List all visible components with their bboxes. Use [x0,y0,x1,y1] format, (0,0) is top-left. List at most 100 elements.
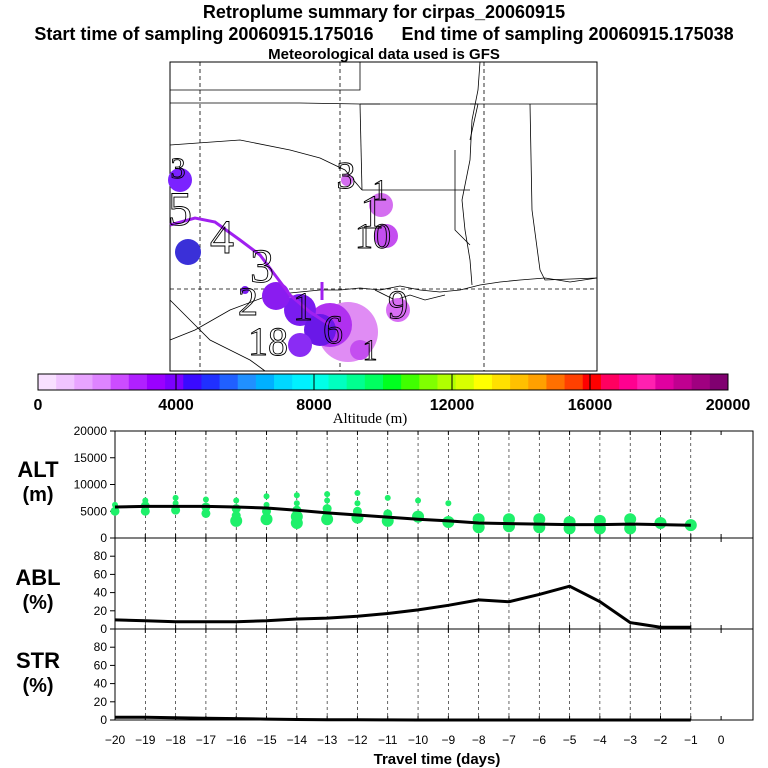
colorbar-cell [201,374,221,390]
plume-blob [374,224,398,248]
alt-cluster-point [445,500,452,507]
map-day-label: 1 [293,284,313,329]
x-tick-label: −14 [287,733,308,747]
plume-blob [386,298,410,322]
y-tick-label: 0 [100,713,107,727]
red-river [169,139,363,191]
plume-blob [369,193,393,217]
start-time-label: Start time of sampling 20060915.175016 [34,24,374,44]
colorbar-cell [546,374,566,390]
colorbar: 0 4000 8000 12000 16000 20000 Altitude (m) [34,373,751,427]
colorbar-xlabel: Altitude (m) [333,411,408,427]
map-day-label: 18 [248,319,288,364]
colorbar-cell [292,374,311,390]
alt-cluster-point [415,497,422,504]
x-tick-label: −7 [502,733,516,747]
alt-cluster-point [321,513,334,526]
abl-panel-label: ABL [15,565,60,590]
colorbar-cell [528,374,547,390]
colorbar-cell [146,374,166,390]
colorbar-cell [655,374,675,390]
colorbar-tick-label: 16000 [568,397,613,414]
y-tick-label: 0 [100,531,107,545]
x-tick-label: −10 [408,733,429,747]
alt-panel-label: ALT [17,457,59,482]
alt-cluster-point [384,494,391,501]
alt-cluster-point [263,493,270,500]
alt-cluster-point [263,501,270,508]
colorbar-cell [709,374,729,390]
colorbar-cell [437,374,457,390]
state-border-ok-ks [170,62,361,91]
colorbar-cell [346,374,366,390]
colorbar-cell [383,374,402,390]
colorbar-tick-label: 0 [34,397,43,414]
alt-cluster-point [654,517,667,530]
trajectory-line [169,216,331,327]
state-border-ms-al [529,103,541,271]
map-day-label: 9 [388,282,408,327]
alt-mean-line [114,504,691,527]
colorbar-cell [128,374,148,390]
x-tick-label: −19 [135,733,156,747]
map-day-label: 2 [238,279,258,324]
y-tick-label: 5000 [80,504,107,518]
x-tick-label: −8 [472,733,486,747]
colorbar-tick-label: 20000 [706,397,751,414]
alt-cluster-point [140,506,150,516]
alt-cluster-point [354,500,361,507]
x-tick-label: −2 [654,733,668,747]
x-tick-label: −12 [347,733,368,747]
x-tick-label: −11 [378,733,398,747]
x-tick-label: −9 [442,733,456,747]
end-time-label: End time of sampling 20060915.175038 [401,24,734,44]
met-source-label: Meteorological data used is GFS [268,46,500,63]
y-tick-label: 60 [94,567,108,581]
time-panels: 0 5000 10000 15000 20000 0 20 40 60 80 0 20 40 60 80… [15,424,754,768]
plume-blob [262,282,290,310]
map-day-label: 6 [323,307,343,352]
map-day-label: 1 [373,174,388,207]
alt-cluster-point [201,508,211,518]
y-tick-label: 40 [94,586,108,600]
colorbar-cell [691,374,711,390]
alt-cluster-point [290,517,303,530]
x-tick-label: −5 [563,733,577,747]
map-day-label: 3 [171,152,186,185]
str-line [115,715,691,722]
colorbar-cell [564,374,584,390]
alt-cluster-point [354,490,361,497]
colorbar-cell [455,374,475,390]
y-tick-label: 20 [94,695,108,709]
colorbar-cell [582,374,602,390]
x-tick-label: −16 [226,733,247,747]
y-tick-label: 20000 [74,424,108,438]
state-border-la-ms [454,150,471,246]
x-tick-label: −1 [684,733,698,747]
alt-cluster-point [322,504,332,514]
abl-panel-frame [114,537,754,630]
y-tick-label: 40 [94,677,108,691]
alt-cluster-point [624,513,637,526]
colorbar-cell [237,374,257,390]
colorbar-cell [600,374,620,390]
y-tick-label: 0 [100,622,107,636]
y-tick-label: 10000 [74,478,108,492]
y-tick-label: 15000 [74,451,108,465]
state-border-al-fl [539,269,598,281]
y-tick-label: 60 [94,658,108,672]
alt-cluster-point [202,496,209,503]
x-tick-label: −17 [196,733,217,747]
alt-panel-unit: (m) [22,484,53,506]
alt-cluster-point [233,497,240,504]
colorbar-cell [219,374,239,390]
x-tick-label: −6 [532,733,546,747]
plume-blob [284,294,316,326]
y-tick-label: 20 [94,604,108,618]
colorbar-cell [473,374,493,390]
colorbar-cell [183,374,202,390]
alt-cluster-point [324,497,331,504]
str-panel-label: STR [16,648,60,673]
louisiana-coast [374,289,446,301]
